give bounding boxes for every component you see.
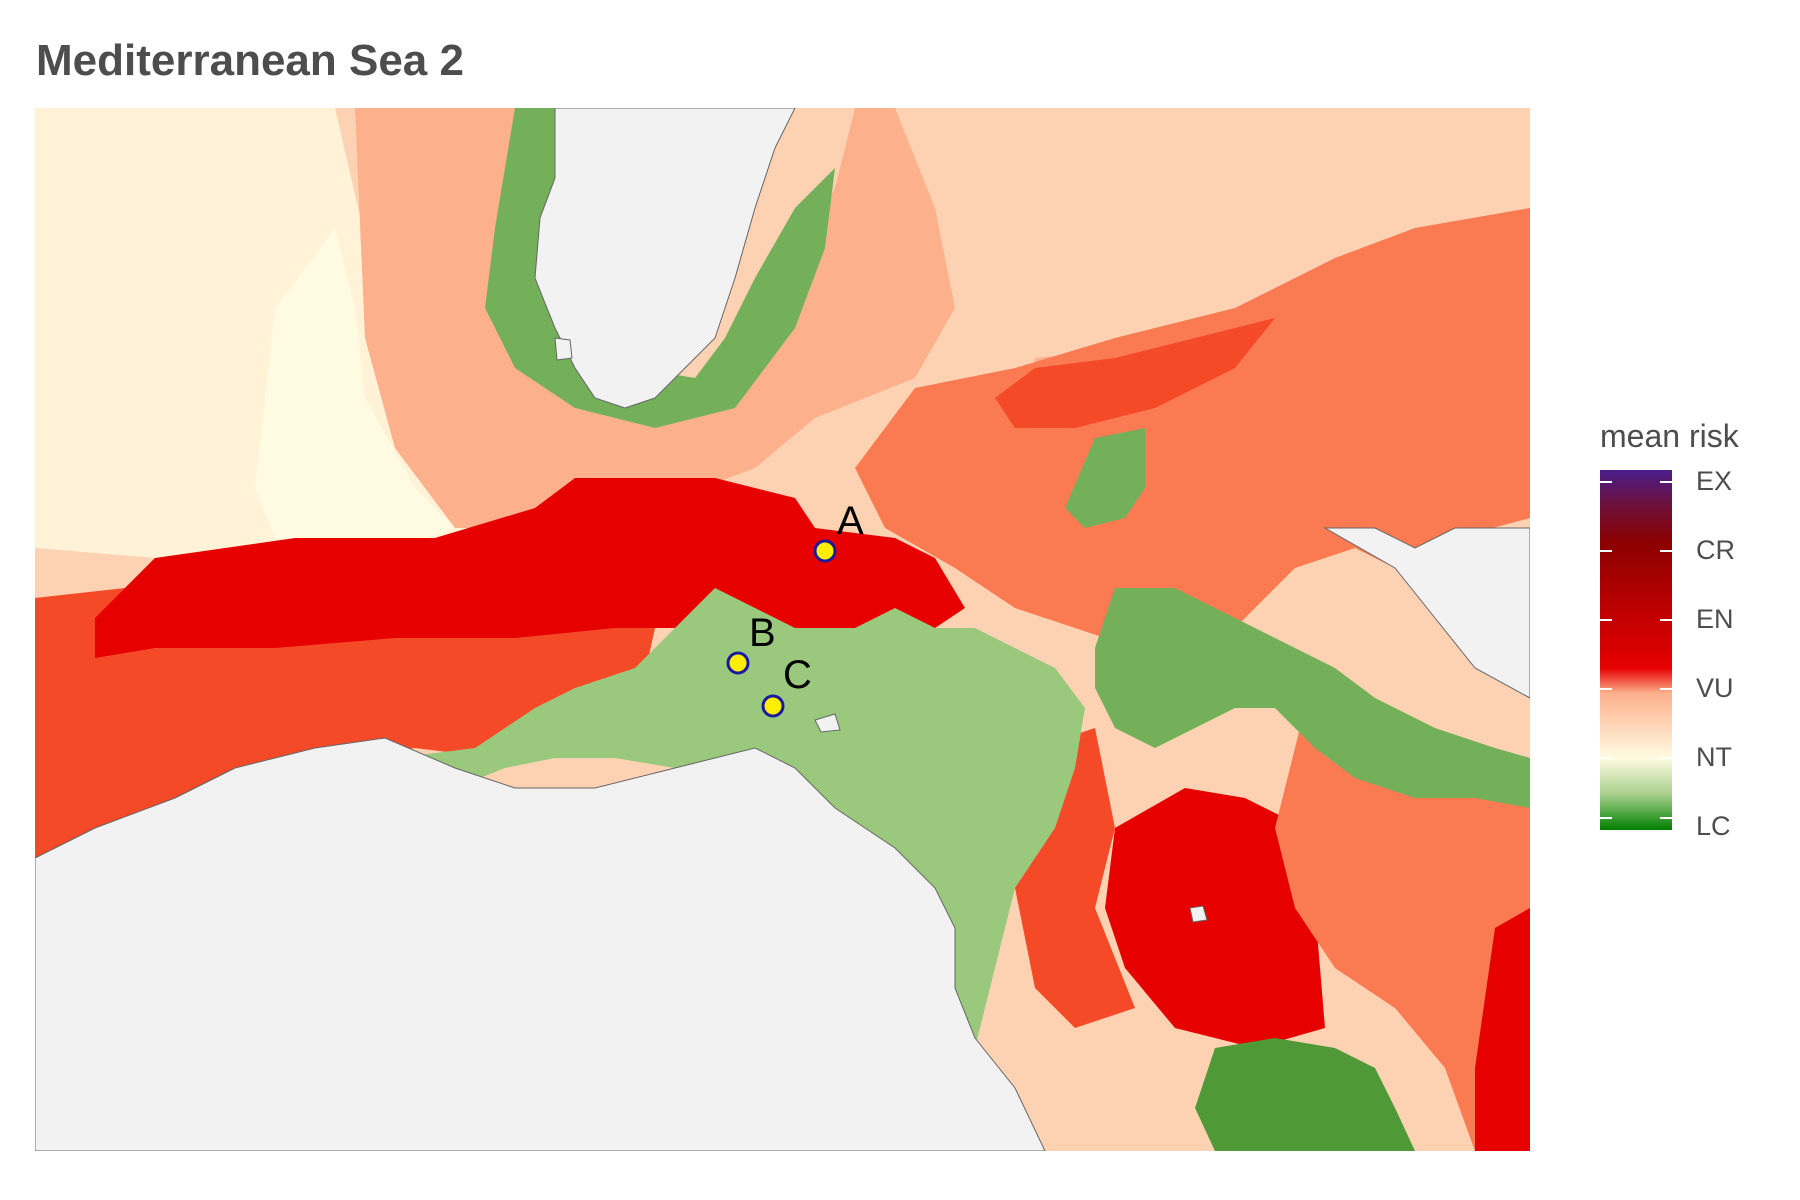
site-b-label: B	[749, 611, 776, 655]
shelf-green-southeast	[1195, 1038, 1415, 1151]
legend-label-cr: CR	[1696, 535, 1735, 565]
site-a-marker[interactable]	[813, 539, 837, 563]
sea-zone-orange-east	[855, 208, 1530, 668]
legend-colorbar	[1600, 470, 1672, 830]
site-c[interactable]: C	[761, 653, 812, 718]
land-northeast-coast	[1323, 527, 1530, 699]
legend-label-nt: NT	[1696, 742, 1732, 772]
legend-title: mean risk	[1600, 418, 1739, 454]
land-island-north	[554, 337, 573, 361]
site-a[interactable]: A	[813, 499, 864, 563]
land-island-east	[1189, 905, 1208, 923]
site-b[interactable]: B	[726, 611, 776, 675]
legend-label-en: EN	[1696, 604, 1734, 634]
site-b-marker[interactable]	[726, 651, 750, 675]
sea-zone-red-far-southeast	[1475, 908, 1530, 1151]
sea-zone-orange-southeast	[1275, 708, 1530, 1151]
sea-zone-red-southeast	[1105, 788, 1325, 1048]
shelf-green-east	[1095, 588, 1530, 808]
land-south-mainland	[35, 737, 1046, 1151]
sea-zone-cream-strip	[255, 228, 455, 548]
legend-label-vu: VU	[1696, 673, 1734, 703]
sea-zone-peach-northeast	[955, 108, 1530, 348]
site-c-marker[interactable]	[761, 694, 785, 718]
legend-label-ex: EX	[1696, 466, 1733, 496]
sea-zone-redorange-east-band	[995, 318, 1275, 428]
site-a-label: A	[837, 499, 864, 543]
land-island-small	[814, 713, 841, 733]
legend-label-lc: LC	[1696, 811, 1731, 841]
map-title: Mediterranean Sea 2	[36, 36, 464, 85]
site-c-label: C	[783, 653, 812, 697]
risk-map[interactable]: A B C	[35, 108, 1530, 1151]
land-north-peninsula	[534, 108, 796, 409]
shelf-green-islet	[1065, 428, 1145, 528]
